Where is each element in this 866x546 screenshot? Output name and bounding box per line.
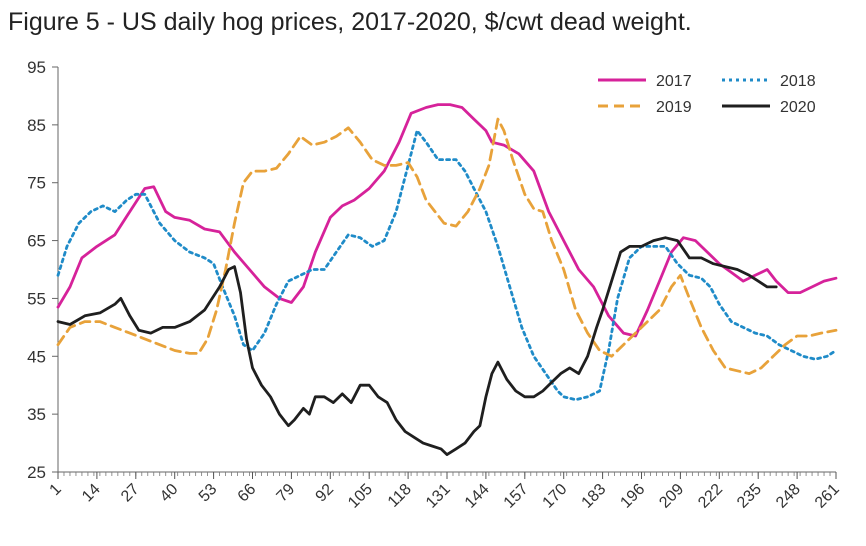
series-line-2018 bbox=[56, 129, 838, 402]
x-tick-label: 248 bbox=[773, 481, 804, 512]
series-line-2017 bbox=[56, 103, 838, 338]
x-tick-label: 209 bbox=[656, 481, 687, 512]
y-tick-label: 95 bbox=[27, 58, 46, 77]
series-layer bbox=[56, 103, 838, 456]
x-tick-label: 144 bbox=[462, 481, 493, 512]
x-tick-label: 118 bbox=[385, 481, 415, 511]
x-tick-label: 1 bbox=[47, 481, 65, 499]
x-axis: 1 14 27 40 53 66 79 92 105 118 131 144 157 170 183 196 2… bbox=[47, 471, 843, 512]
x-tick-label: 14 bbox=[79, 481, 104, 506]
y-tick-label: 75 bbox=[27, 174, 46, 193]
y-tick-label: 65 bbox=[27, 232, 46, 251]
x-tick-label: 235 bbox=[734, 481, 765, 512]
y-tick-label: 55 bbox=[27, 289, 46, 308]
legend-label-2020: 2020 bbox=[780, 99, 816, 116]
x-tick-label: 53 bbox=[196, 481, 221, 506]
x-tick-label: 27 bbox=[118, 481, 143, 506]
y-axis: 25 35 45 55 65 75 85 95 bbox=[27, 58, 59, 482]
legend-label-2018: 2018 bbox=[780, 73, 816, 90]
y-tick-label: 25 bbox=[27, 463, 46, 482]
x-tick-label: 157 bbox=[501, 481, 532, 512]
legend: 2017 2018 2019 2020 bbox=[598, 73, 816, 116]
x-tick-label: 196 bbox=[617, 481, 648, 512]
y-tick-label: 45 bbox=[27, 347, 46, 366]
x-tick-label: 105 bbox=[345, 481, 376, 512]
chart-title: Figure 5 - US daily hog prices, 2017-202… bbox=[8, 8, 692, 36]
y-tick-label: 35 bbox=[27, 405, 46, 424]
x-tick-label: 261 bbox=[812, 481, 843, 512]
series-line-2020 bbox=[56, 236, 778, 456]
legend-label-2019: 2019 bbox=[656, 99, 692, 116]
x-tick-label: 131 bbox=[423, 481, 454, 512]
x-tick-label: 183 bbox=[579, 481, 610, 512]
series-line-2019 bbox=[56, 117, 838, 375]
legend-label-2017: 2017 bbox=[656, 73, 692, 90]
y-tick-label: 85 bbox=[27, 116, 46, 135]
x-tick-label: 222 bbox=[695, 481, 726, 512]
x-tick-label: 79 bbox=[274, 481, 299, 506]
x-tick-label: 92 bbox=[313, 481, 338, 506]
x-tick-label: 170 bbox=[540, 481, 571, 512]
x-tick-label: 40 bbox=[157, 481, 182, 506]
x-tick-label: 66 bbox=[235, 481, 260, 506]
